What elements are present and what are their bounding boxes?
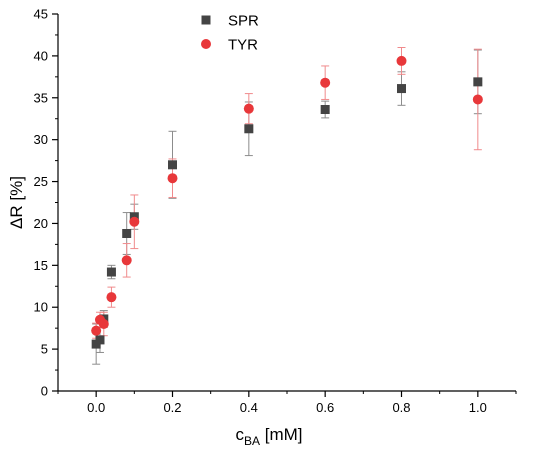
tyr-point <box>243 103 254 114</box>
y-tick-label: 40 <box>34 48 48 63</box>
markers <box>91 55 483 349</box>
legend-spr-label: SPR <box>228 13 259 30</box>
spr-point <box>397 84 406 94</box>
x-tick-label: 0.6 <box>316 400 334 415</box>
y-tick-label: 10 <box>34 300 48 315</box>
tyr-point <box>106 292 117 303</box>
y-tick-label: 25 <box>34 174 48 189</box>
spr-point <box>129 212 139 222</box>
axes: 0 5 10 15 20 25 30 35 40 45 0.0 0.2 0.4 0.6 0.8 1.0 <box>34 7 517 415</box>
tyr-point <box>98 318 109 329</box>
spr-point <box>106 267 116 277</box>
tyr-point <box>472 94 483 105</box>
y-tick-label: 30 <box>34 132 48 147</box>
x-axis-title: cBA [mM] <box>235 425 302 448</box>
x-tick-label: 0.4 <box>240 400 258 415</box>
spr-point <box>95 335 105 345</box>
y-tick-label: 35 <box>34 90 48 105</box>
spr-point <box>320 105 330 115</box>
legend-spr-marker <box>201 15 211 25</box>
x-tick-label: 0.8 <box>392 400 410 415</box>
x-tick-label: 0.0 <box>87 400 105 415</box>
spr-point <box>122 228 132 238</box>
legend-tyr-label: TYR <box>228 37 258 54</box>
spr-point <box>244 124 254 134</box>
y-tick-label: 45 <box>34 7 48 22</box>
y-tick-label: 20 <box>34 216 48 231</box>
spr-point <box>168 160 177 170</box>
legend-tyr-marker <box>201 39 211 49</box>
x-axis-title-main: c <box>235 425 244 444</box>
x-tick-label: 1.0 <box>469 400 487 415</box>
x-axis-title-unit: [mM] <box>260 425 303 444</box>
y-tick-label: 0 <box>41 384 48 399</box>
y-axis-title: ΔR [%] <box>7 176 26 229</box>
tyr-point <box>91 325 102 336</box>
y-tick-label: 5 <box>41 342 48 357</box>
tyr-point <box>320 77 331 88</box>
y-tick-label: 15 <box>34 258 48 273</box>
tyr-point <box>129 216 140 227</box>
spr-point <box>473 77 483 87</box>
tyr-point <box>167 173 178 184</box>
x-axis-title-subscript: BA <box>244 434 260 448</box>
legend: SPR TYR <box>201 13 259 54</box>
errorbars <box>92 47 482 365</box>
tyr-point <box>396 55 407 66</box>
x-tick-label: 0.2 <box>163 400 181 415</box>
tyr-point <box>121 255 132 266</box>
